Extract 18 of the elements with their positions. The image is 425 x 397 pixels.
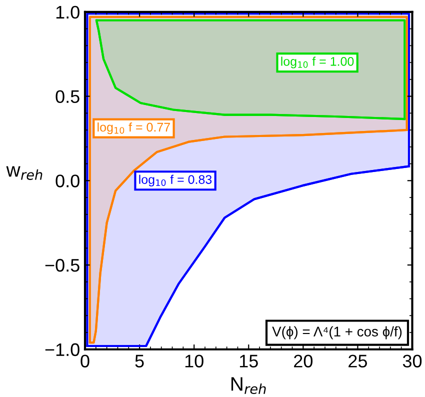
annotation: log$_{10}$ f = 1.00 xyxy=(281,56,354,68)
y-tick-label: 1.0 xyxy=(56,6,80,19)
x-tick-label: 30 xyxy=(402,354,422,368)
y-axis-title: w$_{reh}$ xyxy=(6,166,42,180)
x-tick-label: 20 xyxy=(294,354,313,368)
annotation: log$_{10}$ f = 0.83 xyxy=(139,174,212,186)
y-tick-label: −1.0 xyxy=(45,343,80,356)
x-tick-label: 0 xyxy=(80,354,90,368)
y-tick-label: 0.0 xyxy=(56,174,80,188)
x-tick-label: 10 xyxy=(185,354,204,368)
x-axis-title: N$_{reh}$ xyxy=(231,377,266,394)
annotation: V(ϕ) = Λ⁴(1 + cos ϕ/f) xyxy=(272,326,402,340)
x-tick-label: 25 xyxy=(348,354,367,368)
x-tick-label: 5 xyxy=(135,354,144,368)
x-tick-label: 15 xyxy=(240,354,258,368)
y-tick-label: −0.5 xyxy=(45,258,80,272)
annotation: log$_{10}$ f = 0.77 xyxy=(98,122,170,134)
y-tick-label: 0.5 xyxy=(56,90,80,103)
